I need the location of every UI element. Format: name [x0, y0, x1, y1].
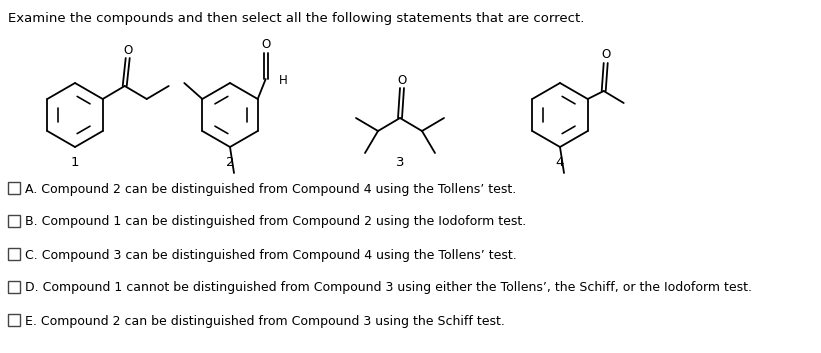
Text: D. Compound 1 cannot be distinguished from Compound 3 using either the Tollens’,: D. Compound 1 cannot be distinguished fr…: [25, 281, 752, 294]
Text: B. Compound 1 can be distinguished from Compound 2 using the Iodoform test.: B. Compound 1 can be distinguished from …: [25, 215, 526, 228]
Text: O: O: [261, 38, 270, 52]
Text: Examine the compounds and then select all the following statements that are corr: Examine the compounds and then select al…: [8, 12, 585, 25]
Bar: [8, 215, 20, 227]
Bar: [8, 281, 20, 293]
Text: O: O: [397, 73, 406, 86]
Text: 4: 4: [556, 156, 564, 169]
Bar: [8, 182, 20, 194]
Bar: [8, 248, 20, 260]
Text: H: H: [278, 74, 287, 88]
Text: A. Compound 2 can be distinguished from Compound 4 using the Tollens’ test.: A. Compound 2 can be distinguished from …: [25, 183, 516, 196]
Text: 1: 1: [71, 156, 80, 169]
Text: E. Compound 2 can be distinguished from Compound 3 using the Schiff test.: E. Compound 2 can be distinguished from …: [25, 315, 505, 328]
Text: C. Compound 3 can be distinguished from Compound 4 using the Tollens’ test.: C. Compound 3 can be distinguished from …: [25, 249, 516, 262]
Text: 3: 3: [396, 156, 404, 169]
Text: O: O: [601, 48, 610, 61]
Bar: [8, 314, 20, 326]
Text: 2: 2: [226, 156, 234, 169]
Text: O: O: [123, 43, 132, 56]
